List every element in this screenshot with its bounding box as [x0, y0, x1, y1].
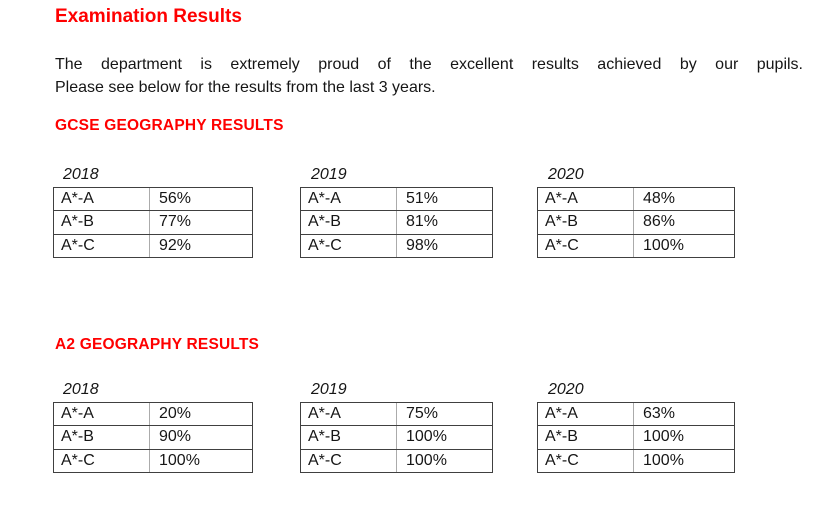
gcse-2019-table: A*-A 51% A*-B 81% A*-C 98%	[300, 187, 493, 258]
table-row: A*-A 56%	[54, 188, 252, 211]
percentage-cell: 77%	[159, 213, 192, 231]
percentage-cell: 92%	[159, 236, 192, 254]
table-row: A*-B 100%	[301, 425, 492, 449]
percentage-cell: 51%	[406, 190, 439, 208]
percentage-cell: 100%	[643, 236, 684, 254]
table-row: A*-C 92%	[54, 233, 252, 257]
intro-line-2: Please see below for the results from th…	[55, 79, 436, 96]
table-row: A*-A 51%	[301, 188, 492, 211]
table-row: A*-B 90%	[54, 425, 252, 449]
grade-band-cell: A*-A	[538, 403, 634, 426]
gcse-year-2018-label: 2018	[63, 166, 99, 183]
percentage-cell: 56%	[159, 190, 192, 208]
grade-band-cell: A*-C	[54, 234, 150, 257]
table-row: A*-A 63%	[538, 403, 734, 426]
a2-2019-table: A*-A 75% A*-B 100% A*-C 100%	[300, 402, 493, 473]
intro-line-1: The department is extremely proud of the…	[55, 56, 803, 73]
gcse-year-2019-label: 2019	[311, 166, 347, 183]
table-row: A*-A 20%	[54, 403, 252, 426]
grade-band-cell: A*-B	[301, 211, 397, 234]
percentage-cell: 63%	[643, 405, 676, 423]
percentage-cell: 48%	[643, 190, 676, 208]
grade-band-cell: A*-C	[301, 449, 397, 472]
a2-2018-table: A*-A 20% A*-B 90% A*-C 100%	[53, 402, 253, 473]
percentage-cell: 86%	[643, 213, 676, 231]
grade-band-cell: A*-C	[301, 234, 397, 257]
grade-band-cell: A*-A	[301, 403, 397, 426]
percentage-cell: 20%	[159, 405, 192, 423]
table-row: A*-C 98%	[301, 233, 492, 257]
gcse-2020-table: A*-A 48% A*-B 86% A*-C 100%	[537, 187, 735, 258]
table-row: A*-A 75%	[301, 403, 492, 426]
grade-band-cell: A*-B	[54, 426, 150, 449]
a2-year-2019-label: 2019	[311, 381, 347, 398]
table-row: A*-C 100%	[538, 233, 734, 257]
percentage-cell: 100%	[406, 451, 447, 469]
percentage-cell: 100%	[159, 451, 200, 469]
a2-year-2020-label: 2020	[548, 381, 584, 398]
a2-2020-table: A*-A 63% A*-B 100% A*-C 100%	[537, 402, 735, 473]
grade-band-cell: A*-B	[54, 211, 150, 234]
table-row: A*-C 100%	[301, 448, 492, 472]
grade-band-cell: A*-B	[301, 426, 397, 449]
grade-band-cell: A*-B	[538, 211, 634, 234]
page-title: Examination Results	[55, 6, 242, 27]
intro-paragraph: The department is extremely proud of the…	[55, 53, 803, 99]
grade-band-cell: A*-A	[301, 188, 397, 211]
a2-section-heading: A2 GEOGRAPHY RESULTS	[55, 336, 260, 353]
a2-year-2018-label: 2018	[63, 381, 99, 398]
percentage-cell: 81%	[406, 213, 439, 231]
gcse-2018-table: A*-A 56% A*-B 77% A*-C 92%	[53, 187, 253, 258]
percentage-cell: 75%	[406, 405, 439, 423]
grade-band-cell: A*-C	[538, 449, 634, 472]
table-row: A*-B 81%	[301, 210, 492, 234]
percentage-cell: 100%	[406, 428, 447, 446]
percentage-cell: 90%	[159, 428, 192, 446]
grade-band-cell: A*-C	[538, 234, 634, 257]
percentage-cell: 98%	[406, 236, 439, 254]
percentage-cell: 100%	[643, 451, 684, 469]
gcse-year-2020-label: 2020	[548, 166, 584, 183]
table-row: A*-B 86%	[538, 210, 734, 234]
gcse-section-heading: GCSE GEOGRAPHY RESULTS	[55, 117, 284, 134]
grade-band-cell: A*-A	[538, 188, 634, 211]
table-row: A*-C 100%	[54, 448, 252, 472]
grade-band-cell: A*-B	[538, 426, 634, 449]
table-row: A*-B 100%	[538, 425, 734, 449]
grade-band-cell: A*-A	[54, 188, 150, 211]
table-row: A*-B 77%	[54, 210, 252, 234]
percentage-cell: 100%	[643, 428, 684, 446]
table-row: A*-C 100%	[538, 448, 734, 472]
grade-band-cell: A*-A	[54, 403, 150, 426]
table-row: A*-A 48%	[538, 188, 734, 211]
grade-band-cell: A*-C	[54, 449, 150, 472]
